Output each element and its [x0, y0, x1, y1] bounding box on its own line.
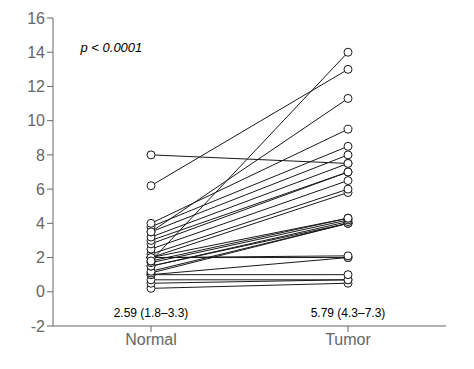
svg-text:Normal: Normal — [125, 331, 177, 348]
svg-text:12: 12 — [27, 78, 45, 95]
svg-text:4: 4 — [36, 215, 45, 232]
html-text:p < 0.0001: p < 0.0001 — [80, 39, 143, 55]
svg-text:Tumor: Tumor — [325, 331, 371, 348]
svg-text:14: 14 — [27, 44, 45, 61]
svg-text:0: 0 — [36, 283, 45, 300]
svg-text:6: 6 — [36, 181, 45, 198]
svg-text:2: 2 — [36, 249, 45, 266]
svg-text:16: 16 — [27, 10, 45, 27]
svg-text:-2: -2 — [31, 318, 45, 335]
svg-text:10: 10 — [27, 112, 45, 129]
svg-text:5.79 (4.3–7.3): 5.79 (4.3–7.3) — [311, 306, 386, 320]
svg-text:2.59 (1.8–3.3): 2.59 (1.8–3.3) — [114, 306, 189, 320]
svg-text:8: 8 — [36, 147, 45, 164]
